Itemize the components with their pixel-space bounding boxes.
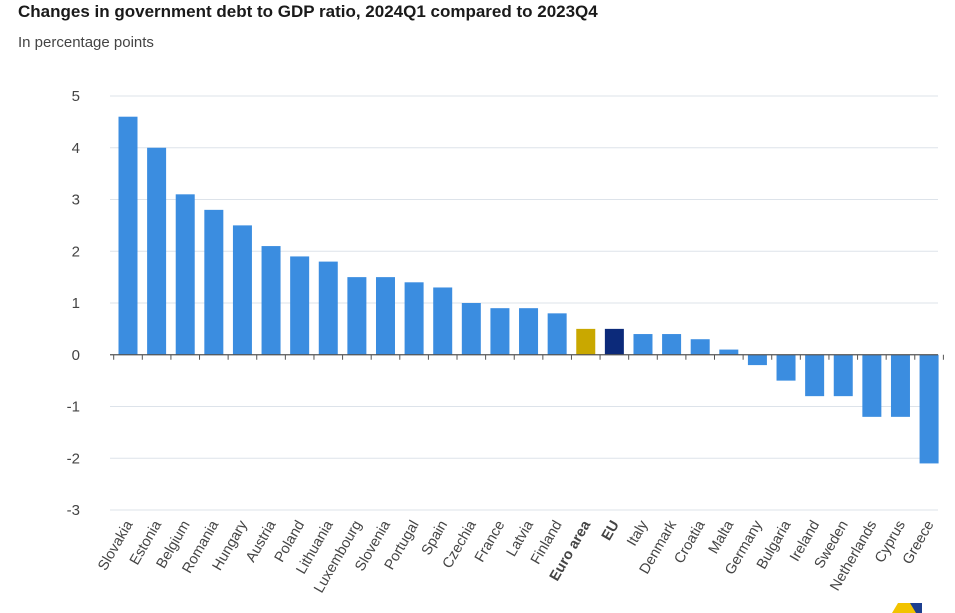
bar-portugal [404, 282, 424, 355]
bar-greece [919, 354, 939, 464]
zero-axis [110, 354, 944, 360]
x-tick-label: Italy [624, 517, 652, 549]
bar-luxembourg [347, 277, 367, 355]
x-axis-labels: SlovakiaEstoniaBelgiumRomaniaHungaryAust… [95, 517, 937, 596]
bar-lithuania [318, 261, 338, 355]
y-tick-label: 3 [72, 192, 80, 209]
logo-corner-icon [892, 603, 922, 613]
bar-latvia [519, 308, 539, 355]
bar-czechia [461, 303, 481, 355]
chart-subtitle: In percentage points [18, 34, 154, 51]
bar-romania [204, 209, 224, 355]
bar-austria [261, 246, 281, 355]
bar-slovakia [118, 116, 138, 355]
x-tick-label: Slovakia [95, 517, 137, 573]
bar-germany [747, 354, 767, 366]
bar-netherlands [862, 354, 882, 417]
bar-malta [719, 349, 739, 355]
y-tick-label: 2 [72, 243, 80, 260]
bar-euro-area [576, 328, 596, 355]
bar-croatia [690, 339, 710, 355]
chart-title: Changes in government debt to GDP ratio,… [18, 2, 598, 21]
bar-poland [290, 256, 310, 355]
bar-estonia [147, 147, 167, 355]
bar-slovenia [375, 277, 395, 355]
bar-ireland [805, 354, 825, 397]
y-tick-label: 5 [72, 88, 80, 105]
bars [118, 116, 939, 464]
gridlines [110, 95, 938, 511]
bar-italy [633, 334, 653, 355]
bar-denmark [662, 334, 682, 355]
y-tick-label: -2 [67, 450, 80, 467]
bar-eu [604, 328, 624, 355]
bar-sweden [833, 354, 853, 397]
bar-hungary [232, 225, 252, 355]
y-tick-label: 0 [72, 347, 80, 364]
y-tick-label: -1 [67, 399, 80, 416]
bar-bulgaria [776, 354, 796, 381]
bar-cyprus [890, 354, 910, 417]
x-tick-label: EU [599, 518, 623, 543]
bar-finland [547, 313, 567, 355]
y-tick-label: 4 [72, 140, 80, 157]
bar-belgium [175, 194, 195, 355]
y-tick-label: -3 [67, 502, 80, 519]
y-tick-label: 1 [72, 295, 80, 312]
y-axis-labels: 5 4 3 2 1 0 -1 -2 -3 [67, 88, 80, 519]
bar-spain [433, 287, 453, 355]
bar-france [490, 308, 510, 355]
